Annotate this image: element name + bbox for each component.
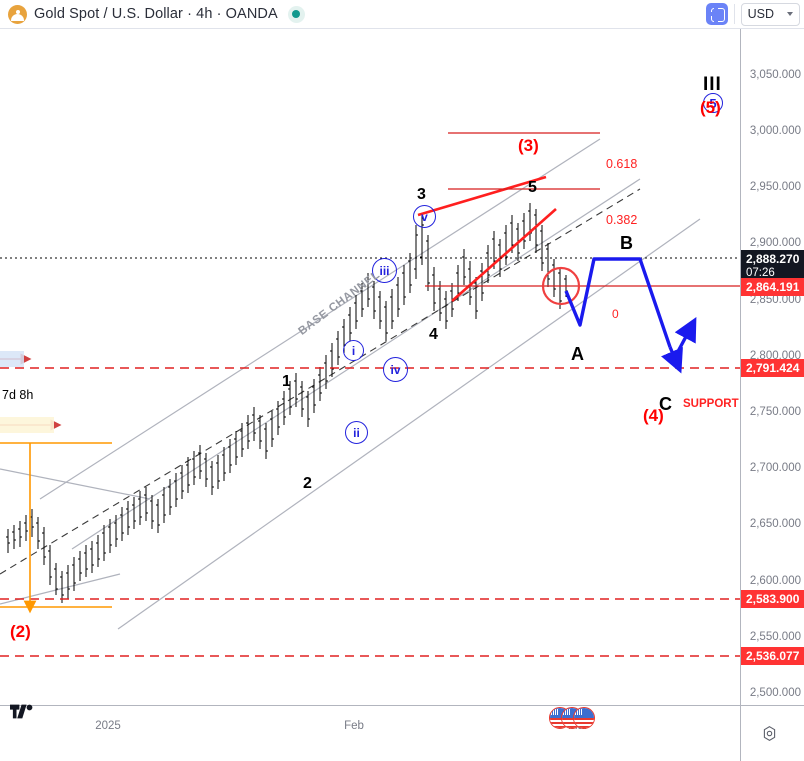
gear-icon[interactable] — [761, 725, 778, 742]
price-tick: 3,000.000 — [749, 125, 801, 137]
label-proj-A: A — [571, 344, 584, 364]
label-paren-3: (3) — [518, 136, 539, 155]
price-tick: 2,900.000 — [749, 237, 801, 249]
time-axis[interactable]: 2025 Feb Mar — [0, 705, 740, 761]
currency-selector[interactable]: USD — [740, 2, 800, 26]
label-wave-5: 5 — [528, 179, 537, 196]
last-price-value: 2,888.270 — [746, 252, 800, 266]
label-wave-1: 1 — [282, 373, 291, 390]
symbol-title[interactable]: Gold Spot / U.S. Dollar · 4h · OANDA — [34, 6, 278, 22]
label-sub-v: v — [413, 205, 436, 228]
measure-tool — [0, 442, 112, 614]
header-divider — [733, 4, 735, 24]
axis-corner — [740, 705, 804, 761]
label-wave-3: 3 — [417, 186, 426, 203]
snapshot-crop-icon[interactable] — [705, 3, 728, 25]
label-measure-duration: 7d 8h — [2, 388, 34, 402]
label-sub-iii: iii — [372, 258, 397, 283]
price-tick: 3,050.000 — [749, 69, 801, 81]
level-badge-2864[interactable]: 2,864.191 — [741, 278, 804, 296]
label-paren-5: (5) — [700, 98, 721, 117]
tradingview-logo-icon[interactable] — [10, 703, 36, 725]
highlight-circle — [541, 266, 581, 306]
gold-spot-icon — [8, 4, 27, 24]
currency-value: USD — [747, 7, 774, 21]
label-sub-iv: iv — [383, 357, 408, 382]
label-paren-4: (4) — [643, 406, 664, 425]
price-tick: 2,700.000 — [749, 462, 801, 474]
time-tick: Feb — [344, 720, 364, 732]
level-badge-2791[interactable]: 2,791.424 — [741, 359, 804, 377]
fib-levels — [425, 132, 740, 287]
chart-pane[interactable]: III 5 (5) (3) (4) (2) 1 2 3 4 5 i ii iii… — [0, 29, 740, 705]
label-fib-0618: 0.618 — [606, 157, 638, 171]
label-sub-ii: ii — [345, 421, 368, 444]
price-tick: 2,750.000 — [749, 406, 801, 418]
label-degree-III: III — [703, 74, 722, 95]
price-tick: 2,550.000 — [749, 631, 801, 643]
time-tick: 2025 — [95, 720, 121, 732]
market-status-dot — [287, 5, 305, 23]
measure-chip — [0, 351, 24, 367]
support-levels — [0, 367, 740, 657]
last-price-badge[interactable]: 2,888.270 07:26 — [741, 250, 804, 282]
last-price-time: 07:26 — [746, 267, 775, 279]
label-circle-5: 5 — [703, 93, 723, 113]
chart-canvas — [0, 132, 740, 657]
level-badge-2584[interactable]: 2,583.900 — [741, 590, 804, 608]
level-badge-2536[interactable]: 2,536.077 — [741, 647, 804, 665]
label-wave-2: 2 — [303, 475, 312, 492]
label-sub-i: i — [343, 340, 364, 361]
label-fib-0382: 0.382 — [606, 213, 638, 227]
price-tick: 2,950.000 — [749, 181, 801, 193]
label-support: SUPPORT — [683, 398, 739, 410]
base-channel-lines — [0, 138, 701, 630]
label-paren-2: (2) — [10, 622, 31, 641]
label-fib-0: 0 — [612, 307, 619, 321]
label-proj-C: C — [659, 394, 672, 414]
price-tick: 2,500.000 — [749, 687, 801, 699]
chart-header: Gold Spot / U.S. Dollar · 4h · OANDA USD — [0, 0, 804, 29]
header-right-tools: USD — [705, 2, 800, 26]
price-tick: 2,850.000 — [749, 294, 801, 306]
price-tick: 2,600.000 — [749, 575, 801, 587]
measure-chip — [0, 417, 54, 433]
us-event-marker-icon[interactable] — [573, 707, 595, 729]
abc-projection — [564, 257, 697, 374]
price-axis[interactable]: 3,050.000 3,000.000 2,950.000 2,900.000 … — [740, 29, 804, 705]
chevron-down-icon — [787, 12, 793, 16]
price-bars — [6, 203, 568, 603]
label-wave-4: 4 — [429, 326, 438, 343]
price-tick: 2,650.000 — [749, 518, 801, 530]
label-proj-B: B — [620, 233, 633, 253]
